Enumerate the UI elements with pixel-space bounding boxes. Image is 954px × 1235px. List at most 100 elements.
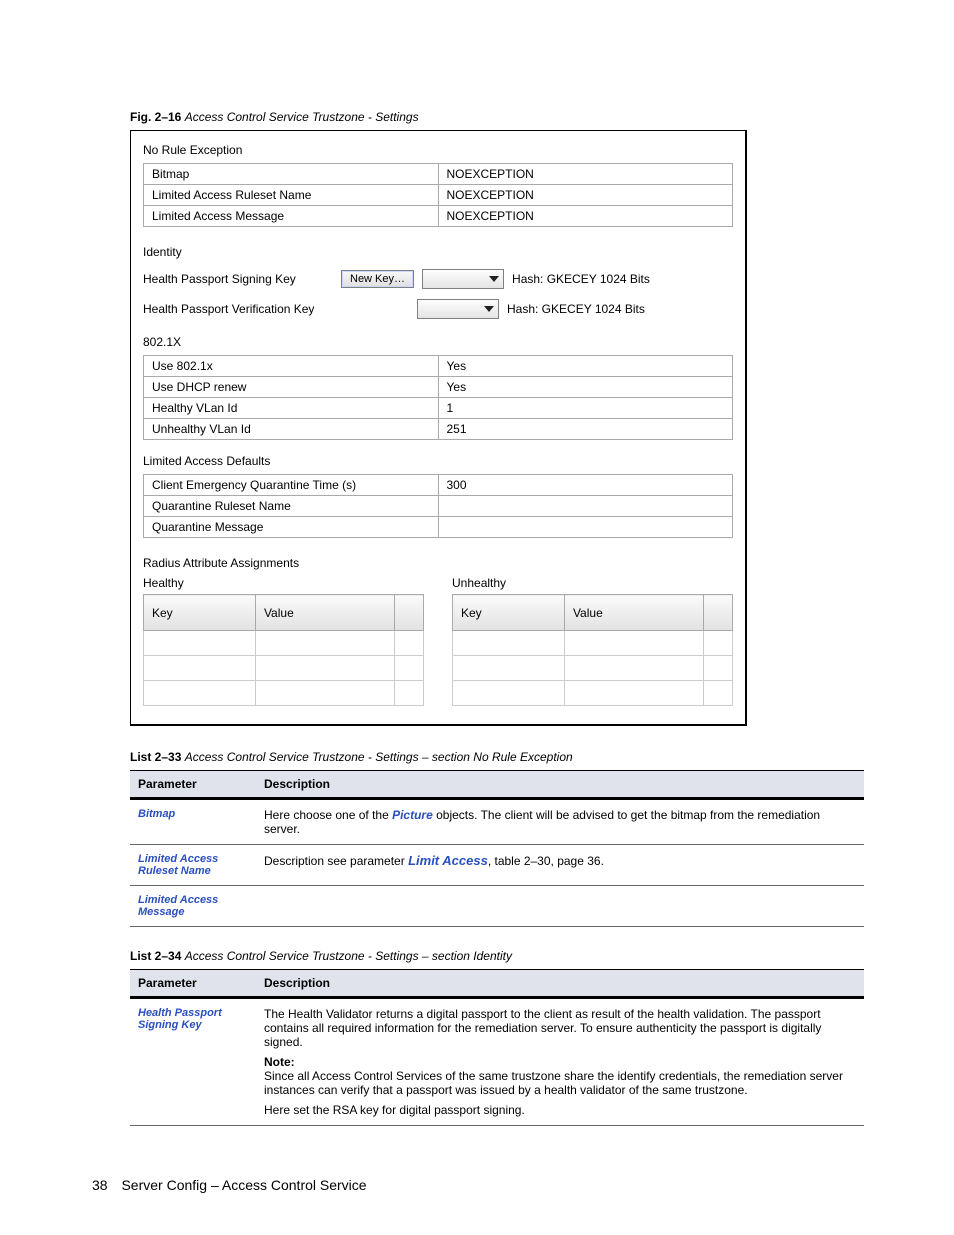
list33-p1: Limited Access Ruleset Name — [130, 845, 256, 886]
verification-key-hash: Hash: GKECEY 1024 Bits — [507, 302, 645, 316]
list33-caption-text: Access Control Service Trustzone - Setti… — [185, 750, 573, 764]
list33-d0: Here choose one of the Picture objects. … — [256, 799, 864, 845]
8021x-k2: Healthy VLan Id — [144, 398, 439, 419]
list34-head-param: Parameter — [130, 970, 256, 998]
table-row: Use DHCP renewYes — [144, 377, 733, 398]
list34-caption-text: Access Control Service Trustzone - Setti… — [185, 949, 512, 963]
table-row: Quarantine Ruleset Name — [144, 496, 733, 517]
figure-caption-text: Access Control Service Trustzone - Setti… — [185, 110, 419, 124]
settings-panel: No Rule Exception BitmapNOEXCEPTION Limi… — [130, 130, 747, 726]
ld-v2 — [438, 517, 733, 538]
table-row: Use 802.1xYes — [144, 356, 733, 377]
table-row: Limited Access MessageNOEXCEPTION — [144, 206, 733, 227]
page: Fig. 2–16 Access Control Service Trustzo… — [0, 0, 954, 1235]
footer-title: Server Config – Access Control Service — [121, 1177, 366, 1193]
verification-key-combo[interactable] — [417, 299, 499, 319]
unhealthy-label: Unhealthy — [452, 576, 733, 590]
page-footer: 38 Server Config – Access Control Servic… — [92, 1177, 367, 1193]
signing-key-label: Health Passport Signing Key — [143, 272, 333, 286]
healthy-extra-hdr — [395, 595, 424, 631]
list33-p2: Limited Access Message — [130, 886, 256, 927]
list33-d1-pre: Description see parameter — [264, 854, 408, 868]
list33-head-desc: Description — [256, 771, 864, 799]
list34-d: The Health Validator returns a digital p… — [256, 998, 864, 1126]
healthy-key-hdr: Key — [144, 595, 256, 631]
page-number: 38 — [92, 1177, 108, 1193]
8021x-v2: 1 — [438, 398, 733, 419]
list33-d2 — [256, 886, 864, 927]
signing-key-row: Health Passport Signing Key New Key… Has… — [143, 269, 733, 289]
table-row: Bitmap Here choose one of the Picture ob… — [130, 799, 864, 845]
8021x-v1: Yes — [438, 377, 733, 398]
new-key-button[interactable]: New Key… — [341, 270, 414, 288]
list33-d0-link: Picture — [392, 808, 433, 822]
unhealthy-col: Unhealthy KeyValue — [452, 576, 733, 706]
8021x-v0: Yes — [438, 356, 733, 377]
ld-k0: Client Emergency Quarantine Time (s) — [144, 475, 439, 496]
table-row: Unhealthy VLan Id251 — [144, 419, 733, 440]
8021x-k0: Use 802.1x — [144, 356, 439, 377]
list34-p: Health Passport Signing Key — [130, 998, 256, 1126]
list33-d0-pre: Here choose one of the — [264, 808, 392, 822]
list33-table: Parameter Description Bitmap Here choose… — [130, 770, 864, 927]
list34-head-desc: Description — [256, 970, 864, 998]
identity-title: Identity — [143, 245, 733, 259]
signing-key-combo[interactable] — [422, 269, 504, 289]
healthy-label: Healthy — [143, 576, 424, 590]
figure-caption: Fig. 2–16 Access Control Service Trustzo… — [130, 110, 864, 124]
nre-k1: Limited Access Ruleset Name — [144, 185, 439, 206]
healthy-col: Healthy KeyValue — [143, 576, 424, 706]
unhealthy-key-hdr: Key — [453, 595, 565, 631]
list34-line2: Here set the RSA key for digital passpor… — [264, 1103, 856, 1117]
ld-k1: Quarantine Ruleset Name — [144, 496, 439, 517]
limited-defaults-title: Limited Access Defaults — [143, 454, 733, 468]
table-row: Health Passport Signing Key The Health V… — [130, 998, 864, 1126]
nre-v1: NOEXCEPTION — [438, 185, 733, 206]
ld-v0: 300 — [438, 475, 733, 496]
chevron-down-icon — [489, 276, 499, 282]
table-row: Quarantine Message — [144, 517, 733, 538]
chevron-down-icon — [484, 306, 494, 312]
verification-key-row: Health Passport Verification Key Hash: G… — [143, 299, 733, 319]
figure-label: Fig. 2–16 — [130, 110, 181, 124]
no-rule-exception-title: No Rule Exception — [143, 143, 733, 157]
table-row: Client Emergency Quarantine Time (s)300 — [144, 475, 733, 496]
table-row: BitmapNOEXCEPTION — [144, 164, 733, 185]
8021x-title: 802.1X — [143, 335, 733, 349]
table-row: Healthy VLan Id1 — [144, 398, 733, 419]
unhealthy-value-hdr: Value — [564, 595, 703, 631]
8021x-table: Use 802.1xYes Use DHCP renewYes Healthy … — [143, 355, 733, 440]
list33-head-param: Parameter — [130, 771, 256, 799]
list34-label: List 2–34 — [130, 949, 181, 963]
8021x-v3: 251 — [438, 419, 733, 440]
list33-label: List 2–33 — [130, 750, 181, 764]
healthy-table: KeyValue — [143, 594, 424, 706]
list33-d1-link: Limit Access — [408, 853, 488, 868]
list34-caption: List 2–34 Access Control Service Trustzo… — [130, 949, 864, 963]
list33-d1: Description see parameter Limit Access, … — [256, 845, 864, 886]
no-rule-exception-table: BitmapNOEXCEPTION Limited Access Ruleset… — [143, 163, 733, 227]
list33-p0: Bitmap — [130, 799, 256, 845]
list33-d1-post: , table 2–30, page 36. — [488, 854, 604, 868]
nre-k0: Bitmap — [144, 164, 439, 185]
table-row: Limited Access Message — [130, 886, 864, 927]
8021x-k3: Unhealthy VLan Id — [144, 419, 439, 440]
list34-note: Since all Access Control Services of the… — [264, 1069, 856, 1097]
healthy-value-hdr: Value — [255, 595, 394, 631]
table-row: Limited Access Ruleset Name Description … — [130, 845, 864, 886]
nre-v0: NOEXCEPTION — [438, 164, 733, 185]
ld-k2: Quarantine Message — [144, 517, 439, 538]
nre-v2: NOEXCEPTION — [438, 206, 733, 227]
8021x-k1: Use DHCP renew — [144, 377, 439, 398]
note-label: Note: — [264, 1055, 295, 1069]
list34-line1: The Health Validator returns a digital p… — [264, 1007, 856, 1049]
list34-table: Parameter Description Health Passport Si… — [130, 969, 864, 1126]
unhealthy-table: KeyValue — [452, 594, 733, 706]
ld-v1 — [438, 496, 733, 517]
radius-columns: Healthy KeyValue Unhealthy KeyValue — [143, 576, 733, 706]
unhealthy-extra-hdr — [704, 595, 733, 631]
limited-defaults-table: Client Emergency Quarantine Time (s)300 … — [143, 474, 733, 538]
list33-caption: List 2–33 Access Control Service Trustzo… — [130, 750, 864, 764]
table-row: Limited Access Ruleset NameNOEXCEPTION — [144, 185, 733, 206]
radius-title: Radius Attribute Assignments — [143, 556, 733, 570]
